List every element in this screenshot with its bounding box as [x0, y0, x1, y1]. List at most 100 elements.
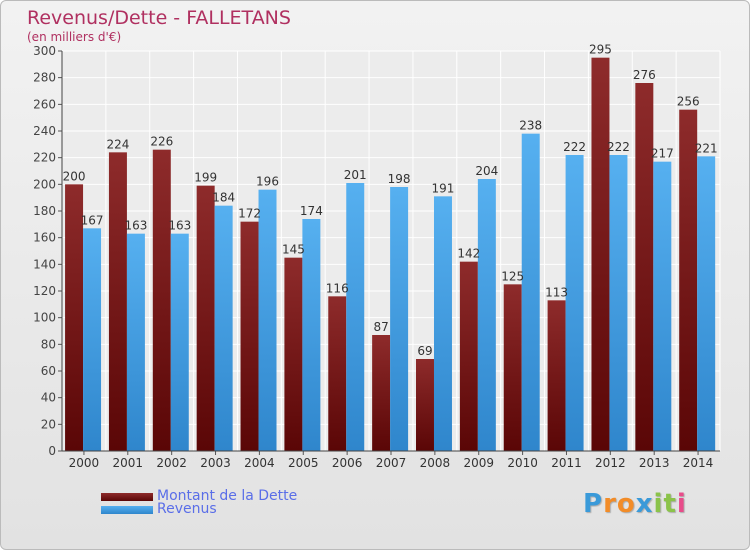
data-label-dette-2010: 125: [501, 269, 524, 283]
x-tick-label: 2012: [595, 456, 626, 470]
y-tick-label: 260: [33, 97, 56, 111]
data-label-dette-2004: 172: [238, 207, 261, 221]
x-tick-label: 2006: [332, 456, 363, 470]
x-tick-label: 2008: [420, 456, 451, 470]
bar-dette-2007: [372, 335, 391, 451]
data-label-revenus-2007: 198: [388, 172, 411, 186]
x-tick-label: 2000: [69, 456, 100, 470]
bar-dette-2011: [547, 300, 566, 451]
data-label-revenus-2010: 238: [519, 119, 542, 133]
y-tick-label: 80: [41, 337, 56, 351]
data-label-dette-2006: 116: [326, 281, 349, 295]
data-label-revenus-2001: 163: [124, 219, 147, 233]
data-label-revenus-2012: 222: [607, 140, 630, 154]
y-tick-label: 20: [41, 417, 56, 431]
y-tick-label: 280: [33, 71, 56, 85]
legend-swatch-dette: [101, 493, 153, 501]
data-label-revenus-2014: 221: [695, 141, 718, 155]
proxiti-logo: Proxiti: [583, 489, 687, 519]
data-label-dette-2011: 113: [545, 285, 568, 299]
y-tick-label: 220: [33, 151, 56, 165]
x-tick-label: 2014: [683, 456, 714, 470]
bar-dette-2009: [459, 261, 478, 451]
chart-subtitle: (en milliers d'€): [27, 30, 122, 44]
bar-dette-2012: [591, 57, 610, 452]
data-label-dette-2008: 69: [417, 344, 432, 358]
data-label-dette-2012: 295: [589, 43, 612, 57]
data-label-revenus-2006: 201: [344, 168, 367, 182]
bar-dette-2013: [635, 83, 654, 451]
legend-label-revenus: Revenus: [157, 501, 217, 517]
bar-revenus-2010: [521, 133, 540, 451]
y-tick-label: 100: [33, 311, 56, 325]
data-label-revenus-2013: 217: [651, 147, 674, 161]
y-tick-label: 140: [33, 257, 56, 271]
bar-dette-2006: [328, 296, 347, 451]
x-tick-label: 2004: [244, 456, 275, 470]
data-label-dette-2001: 224: [106, 137, 129, 151]
bar-dette-2000: [65, 184, 84, 452]
bar-revenus-2007: [390, 187, 409, 451]
y-tick-label: 40: [41, 391, 56, 405]
bar-dette-2002: [152, 149, 171, 451]
x-tick-label: 2005: [288, 456, 319, 470]
data-label-dette-2007: 87: [373, 320, 388, 334]
bar-revenus-2002: [170, 233, 189, 451]
bar-dette-2008: [416, 359, 434, 451]
data-label-dette-2013: 276: [633, 68, 656, 82]
bar-revenus-2013: [653, 161, 672, 451]
bar-dette-2010: [503, 284, 522, 451]
x-tick-label: 2010: [507, 456, 538, 470]
data-label-revenus-2000: 167: [81, 213, 104, 227]
bar-revenus-2008: [433, 196, 452, 451]
x-tick-label: 2013: [639, 456, 670, 470]
bar-dette-2005: [284, 257, 303, 451]
data-label-revenus-2002: 163: [168, 219, 191, 233]
x-tick-label: 2011: [551, 456, 582, 470]
data-label-dette-2014: 256: [677, 95, 700, 109]
y-tick-label: 300: [33, 44, 56, 58]
data-label-revenus-2004: 196: [256, 175, 279, 189]
bar-revenus-2014: [697, 156, 716, 452]
y-tick-label: 0: [48, 444, 56, 458]
x-tick-label: 2007: [376, 456, 407, 470]
bar-revenus-2001: [126, 233, 145, 451]
bar-revenus-2000: [83, 228, 102, 451]
bar-revenus-2004: [258, 189, 277, 451]
x-tick-label: 2001: [113, 456, 144, 470]
y-tick-label: 120: [33, 284, 56, 298]
data-label-dette-2009: 142: [457, 247, 480, 261]
legend-label-dette: Montant de la Dette: [157, 488, 298, 504]
bar-dette-2001: [108, 152, 127, 452]
y-tick-label: 180: [33, 204, 56, 218]
bar-dette-2003: [196, 185, 215, 451]
data-label-revenus-2008: 191: [432, 181, 455, 195]
data-label-dette-2003: 199: [194, 171, 217, 185]
y-tick-label: 200: [33, 177, 56, 191]
data-label-revenus-2003: 184: [212, 191, 235, 205]
chart-title: Revenus/Dette - FALLETANS: [27, 7, 291, 29]
data-label-revenus-2005: 174: [300, 204, 323, 218]
y-tick-label: 240: [33, 124, 56, 138]
x-tick-label: 2009: [463, 456, 494, 470]
data-label-revenus-2009: 204: [475, 164, 498, 178]
bar-dette-2004: [240, 221, 259, 451]
bar-dette-2014: [679, 109, 698, 452]
bar-revenus-2011: [565, 155, 584, 451]
bar-revenus-2003: [214, 205, 233, 451]
y-tick-label: 160: [33, 231, 56, 245]
bar-revenus-2009: [477, 179, 496, 451]
y-tick-label: 60: [41, 364, 56, 378]
bar-revenus-2012: [609, 155, 628, 451]
bar-revenus-2005: [302, 219, 321, 451]
data-label-dette-2005: 145: [282, 243, 305, 257]
bar-revenus-2006: [346, 183, 365, 451]
x-tick-label: 2002: [156, 456, 187, 470]
x-tick-label: 2003: [200, 456, 231, 470]
data-label-dette-2000: 200: [63, 169, 86, 183]
legend-swatch-revenus: [101, 506, 153, 514]
data-label-revenus-2011: 222: [563, 140, 586, 154]
data-label-dette-2002: 226: [150, 135, 173, 149]
